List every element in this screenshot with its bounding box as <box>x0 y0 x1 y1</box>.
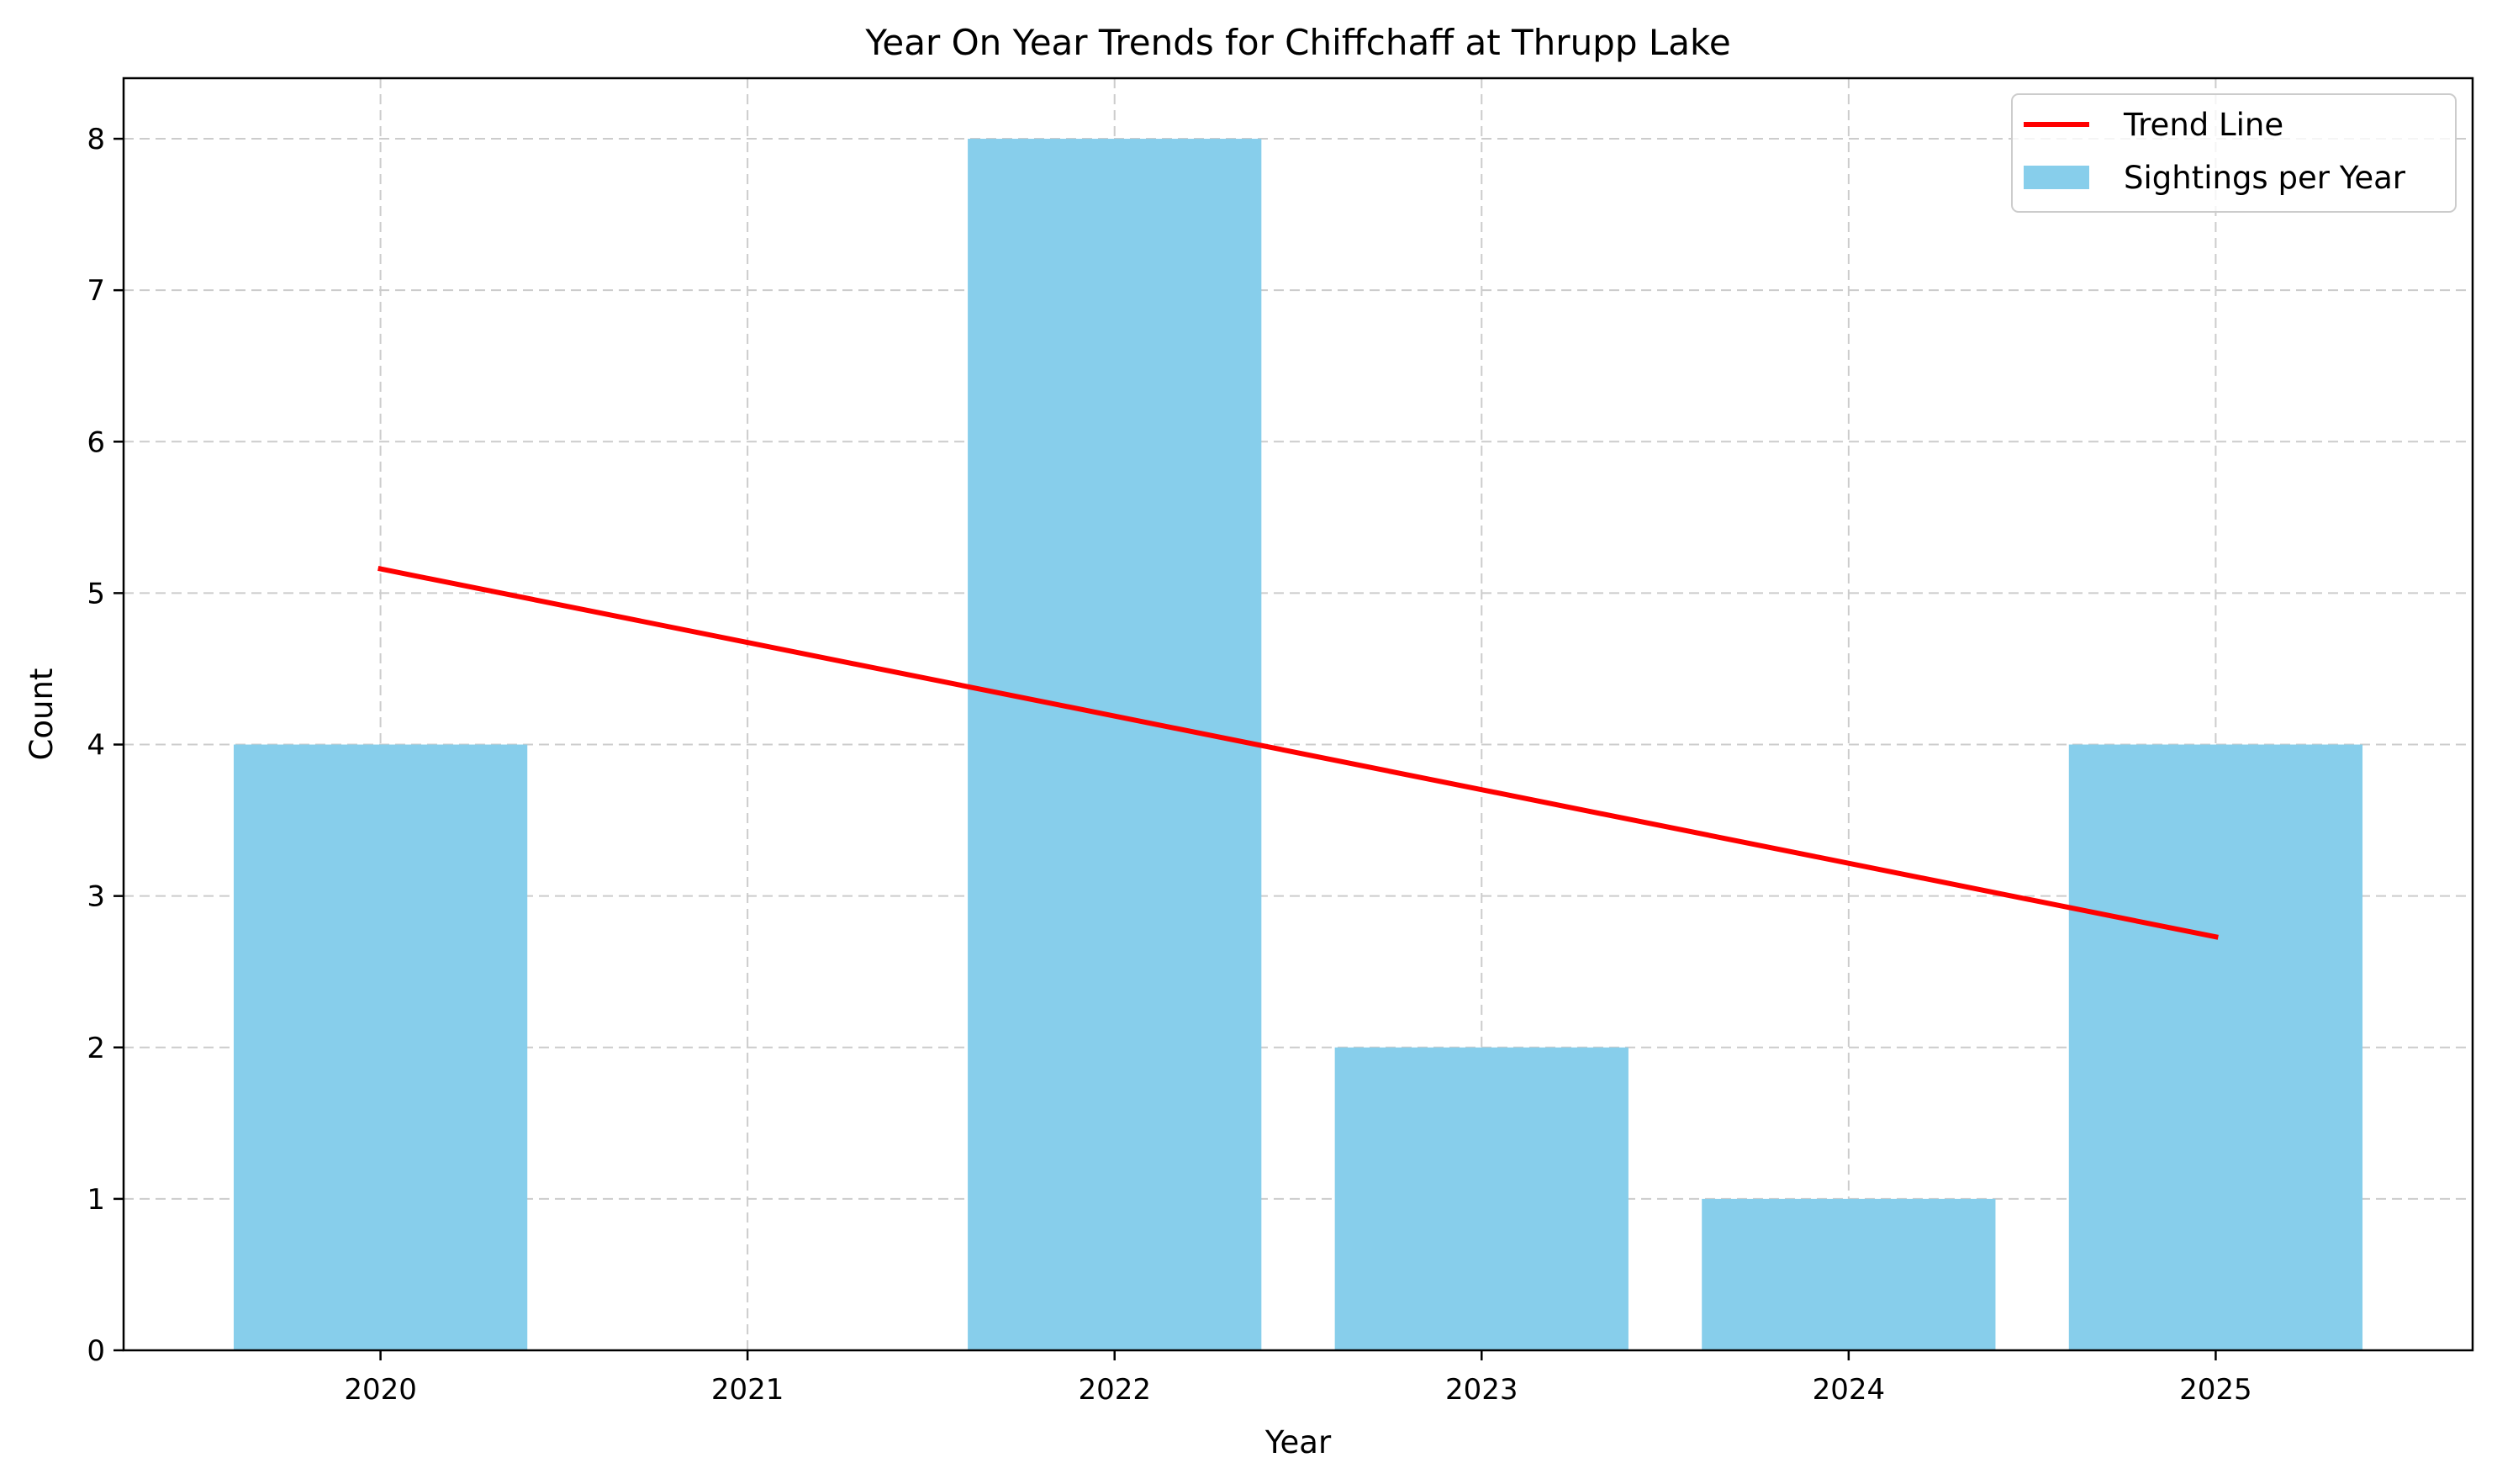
x-tick-label-2025: 2025 <box>2179 1373 2252 1407</box>
trend-line-layer <box>377 566 2219 940</box>
legend-trend-line-label: Trend Line <box>2123 107 2283 143</box>
x-axis-label: Year <box>1264 1424 1332 1460</box>
bar-2022 <box>968 139 1262 1351</box>
bar-2024 <box>1702 1198 1996 1350</box>
trend-line <box>377 566 2219 940</box>
x-tick-label-2021: 2021 <box>711 1373 784 1407</box>
y-tick-label-5: 5 <box>87 577 105 610</box>
plot-frame <box>122 77 2474 1352</box>
x-tick-label-2020: 2020 <box>344 1373 417 1407</box>
y-tick-label-1: 1 <box>87 1183 105 1217</box>
chart-title: Year On Year Trends for Chiffchaff at Th… <box>864 22 1730 63</box>
legend-sightings-swatch <box>2024 166 2089 189</box>
x-tick-label-2022: 2022 <box>1078 1373 1151 1407</box>
legend: Trend Line Sightings per Year <box>2011 93 2457 213</box>
y-tick-label-3: 3 <box>87 880 105 914</box>
y-tick-label-8: 8 <box>87 123 105 156</box>
bar-2020 <box>233 744 528 1350</box>
y-tick-label-6: 6 <box>87 425 105 459</box>
y-tick-label-7: 7 <box>87 274 105 308</box>
y-tick-label-4: 4 <box>87 729 105 763</box>
bars <box>233 139 2363 1351</box>
legend-sightings-label: Sightings per Year <box>2124 160 2406 196</box>
legend-box <box>2011 93 2457 213</box>
x-tick-label-2023: 2023 <box>1445 1373 1518 1407</box>
bar-2023 <box>1334 1047 1629 1350</box>
y-tick-label-2: 2 <box>87 1032 105 1065</box>
x-tick-label-2024: 2024 <box>1813 1373 1886 1407</box>
bar-2025 <box>2068 744 2363 1350</box>
axis-ticks: 2020 2021 2022 2023 2024 2025 0 1 2 3 4 5 6 7 8 <box>87 123 2252 1407</box>
y-tick-label-0: 0 <box>87 1334 105 1368</box>
y-axis-label: Count <box>24 668 60 761</box>
